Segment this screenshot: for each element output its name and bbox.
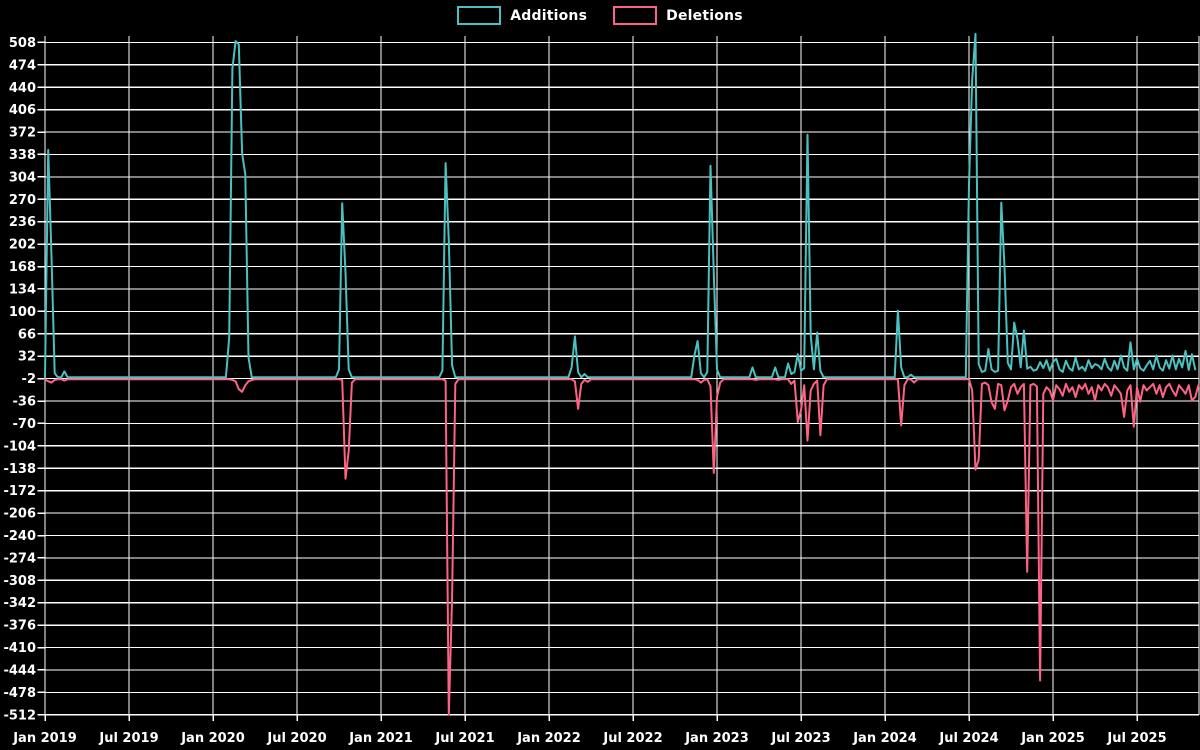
x-tick-label: Jan 2021 [348,731,413,746]
y-tick-label: 134 [9,282,36,297]
x-tick-label: Jan 2023 [684,731,749,746]
y-tick-label: 406 [9,103,36,118]
x-tick-label: Jan 2024 [852,731,917,746]
additions-line [44,32,1197,379]
y-tick-label: 66 [18,327,36,342]
y-tick-label: -172 [3,484,36,499]
y-tick-label: -104 [3,439,36,454]
legend-item-deletions[interactable]: Deletions [613,6,743,25]
y-tick-label: 100 [9,305,36,320]
x-tick-label: Jul 2025 [1106,731,1166,746]
x-tick-label: Jan 2022 [516,731,581,746]
y-tick-label: -444 [3,663,36,678]
additions-swatch [457,6,502,25]
chart-legend: Additions Deletions [0,6,1200,25]
y-tick-label: -2 [22,372,36,387]
y-tick-label: 508 [9,36,36,51]
x-tick-label: Jan 2019 [12,731,77,746]
y-tick-label: -240 [3,529,36,544]
y-tick-label: 236 [9,215,36,230]
x-tick-label: Jan 2025 [1020,731,1085,746]
legend-item-additions[interactable]: Additions [457,6,587,25]
y-tick-label: 270 [9,193,36,208]
y-tick-label: -36 [13,395,37,410]
y-tick-label: -308 [3,574,36,589]
x-tick-label: Jul 2019 [98,731,158,746]
x-tick-label: Jul 2024 [938,731,998,746]
y-tick-label: 440 [9,81,36,96]
y-tick-label: -478 [3,686,36,701]
y-tick-label: 372 [9,126,36,141]
y-tick-label: -70 [13,417,37,432]
deletions-legend-label: Deletions [666,7,743,24]
y-tick-label: -376 [3,619,36,634]
additions-legend-label: Additions [510,7,588,24]
x-tick-label: Jul 2022 [602,731,662,746]
y-tick-label: 168 [9,260,36,275]
y-tick-label: -512 [3,708,36,723]
y-tick-label: -274 [3,551,36,566]
y-tick-label: 474 [9,58,36,73]
x-tick-label: Jul 2023 [770,731,830,746]
y-tick-label: 338 [9,148,36,163]
x-tick-label: Jul 2021 [434,731,494,746]
deletions-swatch [613,6,658,25]
x-tick-label: Jan 2020 [180,731,245,746]
y-tick-label: -342 [3,596,36,611]
x-tick-label: Jul 2020 [266,731,326,746]
deletions-line [44,378,1200,716]
y-tick-label: -410 [3,641,36,656]
y-tick-label: -206 [3,507,36,522]
y-tick-label: 202 [9,238,36,253]
y-tick-label: -138 [3,462,36,477]
y-tick-label: 32 [18,350,36,365]
y-tick-label: 304 [9,170,36,185]
